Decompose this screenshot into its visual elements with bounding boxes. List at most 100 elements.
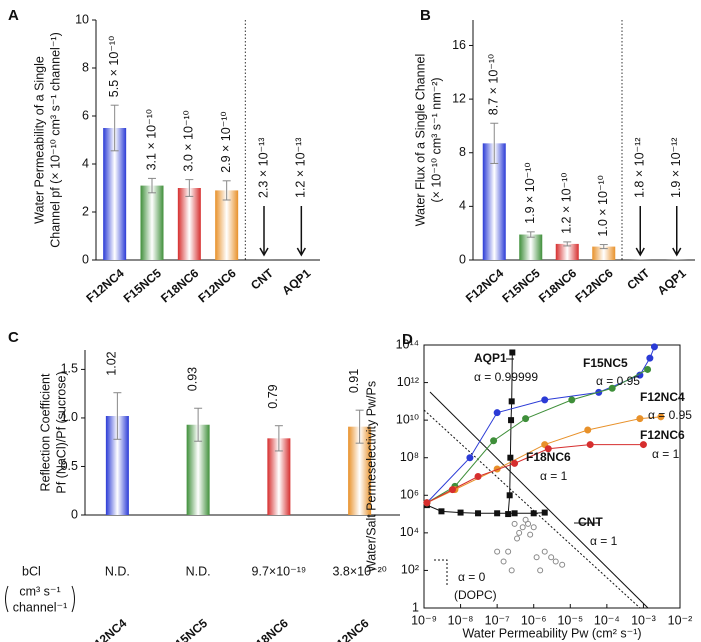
y-tick-label: 10⁸ <box>400 450 419 464</box>
point <box>544 445 552 453</box>
row-unit: cm³ s⁻¹ <box>19 584 60 598</box>
point <box>494 548 501 555</box>
point <box>586 441 594 449</box>
x-tick-label: F18NC6 <box>536 266 579 306</box>
point <box>525 520 532 527</box>
point <box>511 510 518 517</box>
bracket <box>71 585 75 613</box>
point <box>500 558 507 565</box>
y-tick-label: 1 <box>412 600 419 614</box>
annotation: α = 0.95 <box>596 374 640 388</box>
value-label: 3.1 × 10⁻¹⁰ <box>144 109 158 170</box>
series-line <box>507 352 513 515</box>
y-tick-label: 4 <box>82 156 89 170</box>
point <box>552 558 559 565</box>
bar <box>348 426 372 515</box>
bar <box>482 143 506 260</box>
x-axis-label: Water Permeability Pw (cm² s⁻¹) <box>462 626 641 640</box>
y-tick-label: 10⁶ <box>400 488 419 502</box>
y-axis-label: (× 10⁻¹⁰ cm³ s⁻¹ nm⁻²) <box>429 77 443 202</box>
annotation: F12NC4 <box>640 390 685 404</box>
point <box>537 567 544 574</box>
point <box>509 349 516 356</box>
y-tick-label: 6 <box>82 108 89 122</box>
x-tick-label: F18NC6 <box>248 616 291 642</box>
bar <box>103 128 127 260</box>
x-tick-label: CNT <box>248 266 276 293</box>
annotation: α = 1 <box>540 469 568 483</box>
y-tick-label: 10¹⁴ <box>396 337 419 351</box>
point <box>646 354 654 362</box>
point <box>657 413 665 421</box>
point <box>457 509 464 516</box>
value-label: 5.5 × 10⁻¹⁰ <box>107 36 121 97</box>
row-value: N.D. <box>105 564 130 578</box>
point <box>533 554 540 561</box>
point <box>530 524 537 531</box>
y-tick-label: 10² <box>401 563 419 577</box>
bar <box>555 243 579 260</box>
value-label: 2.3 × 10⁻¹³ <box>256 138 270 198</box>
y-axis-label: Water Permeability of a Single <box>32 56 46 224</box>
bar <box>592 246 616 260</box>
point <box>508 567 515 574</box>
annotation: AQP1 <box>474 351 507 365</box>
point <box>559 561 566 568</box>
y-tick-label: 12 <box>452 91 466 105</box>
y-tick-label: 10¹² <box>397 375 419 389</box>
point <box>541 396 549 404</box>
value-label: 0.79 <box>266 384 280 408</box>
point <box>506 492 513 499</box>
x-tick-label: 10⁻⁵ <box>557 613 583 627</box>
point <box>493 409 501 417</box>
x-tick-label: F15NC5 <box>121 266 164 306</box>
point <box>584 426 592 434</box>
x-tick-label: 10⁻⁸ <box>448 613 474 627</box>
x-tick-label: F12NC6 <box>572 266 615 306</box>
y-tick-label: 8 <box>82 60 89 74</box>
row-value: 9.7×10⁻¹⁹ <box>252 564 307 578</box>
bar <box>215 190 239 260</box>
panel-letter: A <box>8 7 19 24</box>
annotation: α = 0.99999 <box>474 370 538 384</box>
plot-frame <box>423 344 681 609</box>
point <box>490 437 498 445</box>
y-tick-label: 1.0 <box>61 410 78 424</box>
row-value: N.D. <box>186 564 211 578</box>
trend-line <box>423 409 641 609</box>
bar <box>177 188 201 260</box>
point <box>568 396 576 404</box>
x-tick-label: CNT <box>624 266 652 293</box>
value-label: 1.9 × 10⁻¹⁰ <box>523 163 537 224</box>
x-tick-label: F18NC6 <box>158 266 201 306</box>
point <box>527 531 534 538</box>
x-tick-label: 10⁻⁴ <box>594 613 620 627</box>
y-tick-label: 10¹⁰ <box>396 412 419 426</box>
value-label: 1.02 <box>105 351 119 375</box>
y-axis-label: Channel pf (× 10⁻¹⁰ cm³ s⁻¹ channel⁻¹) <box>48 32 62 248</box>
value-label: 1.9 × 10⁻¹² <box>669 138 683 198</box>
x-tick-label: F12NC6 <box>328 616 371 642</box>
y-tick-label: 16 <box>452 38 466 52</box>
value-label: 8.7 × 10⁻¹⁰ <box>487 54 501 115</box>
y-axis-label: Reflection Coefficient <box>38 373 52 491</box>
point <box>466 454 474 462</box>
annotation: α = 1 <box>590 534 618 548</box>
point <box>522 415 530 423</box>
x-tick-label: 10⁻⁹ <box>411 613 437 627</box>
x-tick-label: F12NC6 <box>195 266 238 306</box>
annotation: α = 0 <box>458 570 486 584</box>
bracket <box>5 585 9 613</box>
x-tick-label: F12NC4 <box>86 616 129 642</box>
annotation-arrow <box>433 559 448 585</box>
point <box>650 343 658 351</box>
point <box>644 365 652 373</box>
panel-letter: D <box>402 331 413 348</box>
y-tick-label: 4 <box>459 199 466 213</box>
point <box>608 384 616 392</box>
bar <box>105 416 129 515</box>
trend-line <box>429 391 649 609</box>
x-tick-label: 10⁻² <box>668 613 693 627</box>
y-tick-label: 0 <box>71 507 78 521</box>
